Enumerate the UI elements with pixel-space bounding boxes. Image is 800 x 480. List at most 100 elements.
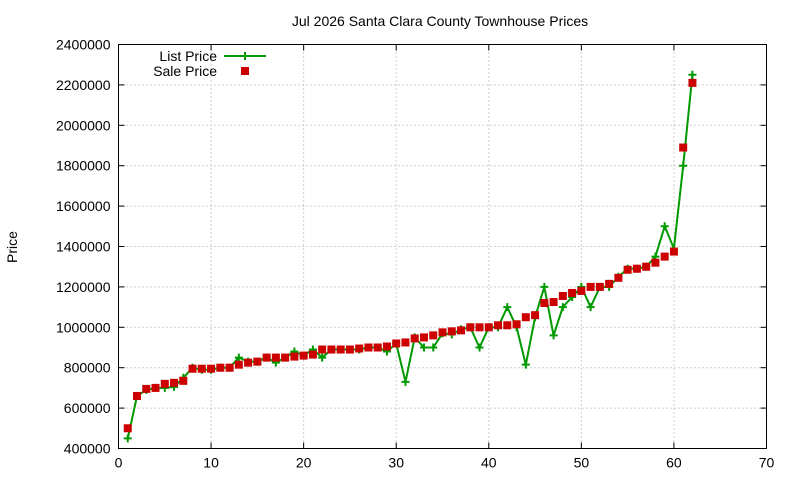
sale-price-point (688, 78, 697, 87)
x-tick-label: 0 (115, 455, 123, 471)
sale-price-point (290, 352, 299, 361)
list-price-point (234, 353, 243, 362)
sale-price-point (207, 364, 216, 373)
sale-price-point (373, 343, 382, 352)
sale-price-point (327, 345, 336, 354)
sale-price-point (410, 334, 419, 343)
sale-price-point (355, 344, 364, 353)
sale-price-point (271, 353, 280, 362)
sale-price-point (605, 279, 614, 288)
sale-price-point (540, 299, 549, 308)
x-tick-label: 50 (574, 455, 590, 471)
sale-price-point (151, 383, 160, 392)
y-tick-label: 1200000 (56, 279, 111, 295)
list-price-point (475, 343, 484, 352)
sale-price-point (225, 363, 234, 372)
list-price-point (521, 360, 530, 369)
sale-price-point (216, 363, 225, 372)
x-tick-label: 20 (296, 455, 312, 471)
sale-price-point (133, 391, 142, 400)
sale-price-point (466, 323, 475, 332)
sale-price-point (345, 345, 354, 354)
sale-price-point (401, 338, 410, 347)
sale-price-point (484, 323, 493, 332)
sale-price-point (669, 247, 678, 256)
sale-price-point (336, 345, 345, 354)
y-tick-label: 2000000 (56, 117, 111, 133)
x-tick-label: 10 (203, 455, 219, 471)
sale-price-point (253, 357, 262, 366)
sale-price-point (123, 424, 132, 433)
chart-title: Jul 2026 Santa Clara County Townhouse Pr… (292, 13, 588, 29)
sale-price-point (197, 364, 206, 373)
list-price-point (429, 343, 438, 352)
y-tick-label: 1600000 (56, 198, 111, 214)
list-price-point (586, 303, 595, 312)
y-tick-label: 400000 (64, 441, 111, 457)
y-tick-label: 1800000 (56, 158, 111, 174)
list-price-line (126, 74, 694, 439)
y-tick-label: 1000000 (56, 319, 111, 335)
legend-label-sale-price: Sale Price (153, 63, 217, 79)
sale-price-point (475, 323, 484, 332)
sale-price-point (586, 282, 595, 291)
series-list-price (123, 70, 697, 443)
sale-price-point (568, 288, 577, 297)
data-series (123, 70, 697, 443)
sale-price-point (531, 311, 540, 320)
sale-price-point (392, 339, 401, 348)
x-tick-label: 60 (666, 455, 682, 471)
list-price-point (549, 331, 558, 340)
y-tick-label: 2400000 (56, 37, 111, 53)
sale-price-point (632, 264, 641, 273)
list-price-point (123, 434, 132, 443)
y-axis-label: Price (4, 231, 20, 263)
y-tick-label: 1400000 (56, 239, 111, 255)
sale-price-point (642, 262, 651, 271)
sale-price-point (512, 320, 521, 329)
list-price-point (419, 343, 428, 352)
sale-price-point (308, 350, 317, 359)
series-sale-price (123, 78, 697, 433)
y-tick-label: 800000 (64, 360, 111, 376)
sale-price-point (577, 286, 586, 295)
sale-price-point (419, 333, 428, 342)
sale-price-point (234, 360, 243, 369)
legend: List Price Sale Price (153, 48, 266, 79)
sale-price-point (170, 378, 179, 387)
x-tick-label: 40 (481, 455, 497, 471)
sale-price-point (438, 328, 447, 337)
sale-price-point (651, 258, 660, 267)
sale-price-point (318, 345, 327, 354)
sale-price-point (623, 265, 632, 274)
sale-price-point (262, 353, 271, 362)
list-price-point (660, 222, 669, 231)
sale-price-point (595, 282, 604, 291)
sale-price-point (614, 273, 623, 282)
sale-price-point (160, 379, 169, 388)
sale-price-point (494, 321, 503, 330)
sale-price-point (457, 326, 466, 335)
legend-label-list-price: List Price (159, 48, 217, 64)
list-price-point (688, 70, 697, 79)
sale-price-point (521, 313, 530, 322)
sale-price-point (179, 376, 188, 385)
list-price-point (401, 377, 410, 386)
sale-price-point (299, 351, 308, 360)
sale-price-point (142, 384, 151, 393)
y-tick-label: 600000 (64, 400, 111, 416)
sale-price-point (281, 353, 290, 362)
sale-price-point (188, 364, 197, 373)
legend-marker-list-price (241, 52, 249, 60)
sale-price-point (503, 321, 512, 330)
sale-price-point (558, 291, 567, 300)
sale-price-point (447, 327, 456, 336)
x-tick-label: 70 (759, 455, 775, 471)
grid-lines (118, 44, 767, 449)
list-price-point (540, 282, 549, 291)
list-price-point (558, 303, 567, 312)
axis-ticks: 0 10 20 30 40 50 60 70 400000 600000 800000 1000000… (56, 37, 775, 471)
sale-price-point (244, 358, 253, 367)
sale-price-point (429, 331, 438, 340)
